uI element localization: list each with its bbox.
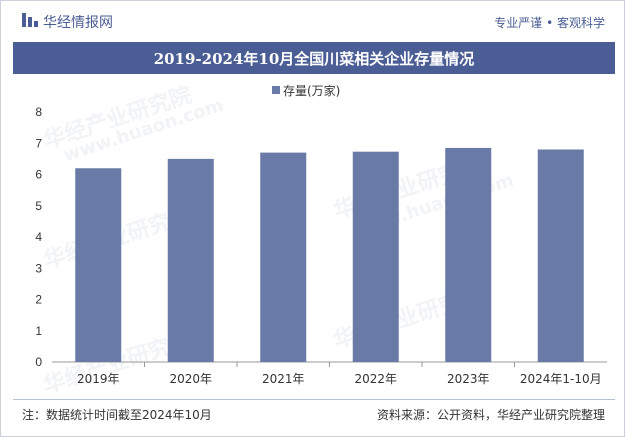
y-tick-label: 0 (35, 355, 42, 369)
legend-label: 存量(万家) (283, 84, 341, 98)
x-tick-label: 2023年 (447, 372, 490, 386)
y-tick-label: 2 (35, 293, 42, 307)
y-tick-label: 3 (35, 261, 42, 275)
source-note: 资料来源：公开资料，华经产业研究院整理 (376, 408, 605, 422)
title-bar: 2019-2024年10月全国川菜相关企业存量情况 (13, 42, 615, 74)
x-tick-label: 2024年1-10月 (520, 372, 602, 386)
brand-name: 华经情报网 (43, 15, 113, 31)
footnote: 注：数据统计时间截至2024年10月 (22, 408, 212, 422)
bar (75, 168, 122, 362)
bar (260, 152, 307, 362)
x-tick-label: 2020年 (169, 372, 212, 386)
legend: 存量(万家) (272, 82, 340, 99)
footer-divider (13, 399, 615, 400)
top-bar: 华经情报网 专业严谨 • 客观科学 (0, 0, 625, 40)
chart-title: 2019-2024年10月全国川菜相关企业存量情况 (153, 50, 475, 68)
x-tick-label: 2022年 (354, 372, 397, 386)
y-tick-label: 6 (35, 168, 42, 182)
y-tick-label: 8 (35, 105, 42, 119)
y-tick-label: 4 (35, 230, 42, 244)
x-tick-label: 2019年 (77, 372, 120, 386)
y-tick-label: 7 (35, 136, 42, 150)
legend-swatch (272, 86, 280, 94)
y-tick-label: 5 (35, 199, 42, 213)
logo-icon (22, 13, 38, 27)
bar (167, 158, 214, 362)
bar (445, 147, 492, 362)
slogan: 专业严谨 • 客观科学 (494, 16, 605, 30)
bar (352, 151, 399, 362)
y-tick-label: 1 (35, 324, 42, 338)
x-tick-label: 2021年 (262, 372, 305, 386)
bar (537, 149, 584, 362)
